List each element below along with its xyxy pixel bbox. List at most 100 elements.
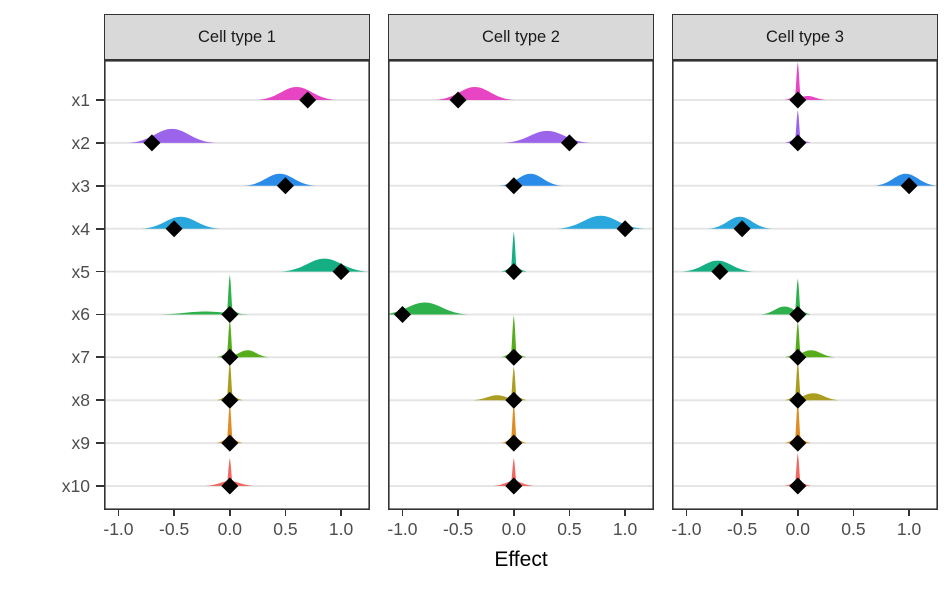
facet-strip-label: Cell type 3 (766, 27, 844, 46)
y-axis-label: x8 (71, 390, 90, 411)
x-axis-tick (512, 510, 515, 516)
y-axis-label: x10 (61, 476, 90, 496)
x-axis-label: -1.0 (103, 519, 134, 539)
density-x10 (784, 453, 811, 486)
panel-border (672, 60, 938, 510)
panel-border (388, 60, 654, 510)
x-axis-tick (741, 510, 743, 516)
x-axis-tick (284, 510, 287, 516)
density-x10 (216, 458, 243, 486)
y-axis-label: x6 (71, 304, 90, 325)
panel-background (388, 60, 654, 510)
density-x4 (140, 216, 221, 229)
point-estimate-x10 (505, 477, 523, 495)
y-axis-label: x7 (71, 347, 90, 368)
facet-strip-label: Cell type 2 (482, 27, 560, 46)
y-axis-tick (96, 99, 104, 101)
density-x6 (216, 274, 243, 315)
y-axis-tick (96, 485, 104, 487)
x-axis-label: -1.0 (671, 519, 702, 539)
panel-canvas (388, 60, 654, 510)
x-axis-tick (624, 510, 626, 516)
point-estimate-x10 (789, 477, 807, 495)
x-axis-tick (852, 510, 855, 516)
x-axis-label: -1.0 (387, 519, 418, 539)
x-axis-label: -0.5 (443, 519, 474, 539)
point-estimate-x6 (221, 306, 239, 323)
x-axis-label: 0.5 (273, 519, 298, 539)
point-estimate-x1 (449, 91, 467, 109)
density-x9 (784, 401, 811, 444)
x-axis-tick (228, 510, 231, 516)
x-axis-label: 0.0 (217, 519, 242, 539)
facet-strip-label: Cell type 1 (198, 27, 276, 46)
point-estimate-x2 (143, 134, 161, 152)
density-x8 (500, 366, 527, 401)
point-estimate-x3 (505, 177, 523, 195)
point-estimate-x7 (505, 348, 523, 366)
y-axis-tick (96, 184, 104, 187)
density-x3 (873, 173, 938, 186)
point-estimate-x4 (733, 220, 751, 238)
y-axis-label: x2 (71, 132, 90, 153)
point-estimate-x1 (299, 91, 317, 109)
x-axis-label: 1.0 (328, 519, 354, 539)
x-axis-tick (401, 510, 404, 516)
x-axis-tick (685, 510, 688, 516)
y-axis-label: x9 (71, 433, 90, 454)
y-axis-label: x1 (71, 90, 90, 110)
point-estimate-x4 (165, 220, 183, 238)
x-axis-tick (117, 510, 120, 516)
density-x1 (256, 87, 337, 100)
density-x5 (500, 231, 527, 272)
panel-canvas (104, 60, 370, 510)
panel-background (104, 60, 370, 510)
point-estimate-x9 (789, 434, 807, 452)
point-estimate-x6 (394, 306, 411, 323)
x-axis-label: 0.5 (557, 519, 582, 539)
x-axis-label: -0.5 (159, 519, 190, 539)
density-x3 (243, 173, 316, 186)
y-axis-tick (96, 356, 104, 359)
point-estimate-x5 (505, 263, 523, 281)
x-axis-tick (173, 510, 175, 516)
x-axis-label: 0.5 (841, 519, 866, 539)
y-axis-tick (96, 270, 104, 273)
y-axis-tick (96, 227, 104, 230)
x-axis-tick (568, 510, 571, 516)
panel-background (672, 60, 938, 510)
density-x8 (216, 360, 243, 401)
point-estimate-x3 (276, 177, 294, 195)
x-axis-label: -0.5 (727, 519, 758, 539)
density-x9 (500, 403, 527, 444)
point-estimate-x5 (711, 263, 729, 281)
point-estimate-x5 (332, 263, 350, 281)
point-estimate-x4 (616, 220, 634, 238)
panel-canvas (672, 60, 938, 510)
x-axis-tick (796, 510, 799, 516)
x-axis-label: 0.0 (501, 519, 526, 539)
x-axis-tick (908, 510, 910, 516)
point-estimate-x8 (505, 391, 523, 409)
facet-strip-cell-type-2: Cell type 2 (388, 14, 654, 60)
y-axis-label: x4 (71, 218, 90, 239)
point-estimate-x3 (900, 177, 918, 195)
facet-strip-cell-type-1: Cell type 1 (104, 14, 370, 60)
panel-border (104, 60, 370, 510)
x-axis-label: 1.0 (896, 519, 922, 539)
x-axis-tick (340, 510, 342, 516)
point-estimate-x7 (789, 348, 807, 366)
x-axis-label: 1.0 (612, 519, 638, 539)
point-estimate-x6 (789, 306, 807, 323)
facet-strip-cell-type-3: Cell type 3 (672, 14, 938, 60)
point-estimate-x8 (221, 391, 239, 409)
density-x7 (500, 315, 527, 358)
facet-panel-cell-type-1 (104, 60, 370, 510)
density-x1 (784, 62, 811, 100)
point-estimate-x2 (560, 134, 578, 152)
point-estimate-x7 (221, 348, 239, 366)
y-axis-label: x5 (71, 261, 90, 282)
facet-panel-cell-type-3 (672, 60, 938, 510)
point-estimate-x8 (789, 391, 807, 409)
